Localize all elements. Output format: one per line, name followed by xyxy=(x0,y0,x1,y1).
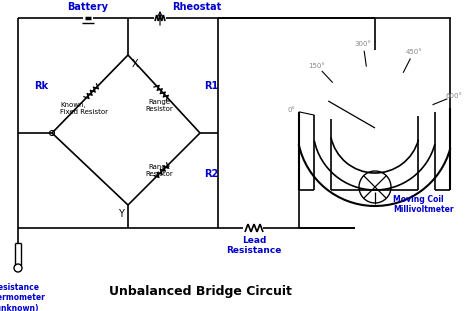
Text: Range
Resistor: Range Resistor xyxy=(145,99,173,112)
Text: Resistance
Thermometer
(unknown): Resistance Thermometer (unknown) xyxy=(0,283,46,311)
Text: 600°: 600° xyxy=(445,93,462,99)
Text: R1: R1 xyxy=(204,81,218,91)
Text: Unbalanced Bridge Circuit: Unbalanced Bridge Circuit xyxy=(109,285,292,298)
Text: Y: Y xyxy=(118,209,124,219)
Text: Battery: Battery xyxy=(67,2,109,12)
Text: Moving Coil
Millivoltmeter: Moving Coil Millivoltmeter xyxy=(393,195,454,214)
Text: X: X xyxy=(132,59,138,69)
Text: 0°: 0° xyxy=(288,107,296,113)
Text: 150°: 150° xyxy=(309,63,326,69)
Text: Lead
Resistance: Lead Resistance xyxy=(226,236,282,255)
Text: Rheostat: Rheostat xyxy=(172,2,221,12)
Text: Rk: Rk xyxy=(34,81,48,91)
Text: Range
Resistor: Range Resistor xyxy=(145,164,173,177)
Text: R2: R2 xyxy=(204,169,218,179)
Text: 300°: 300° xyxy=(355,41,372,47)
Text: Known,
Fixed Resistor: Known, Fixed Resistor xyxy=(60,102,108,115)
Text: 450°: 450° xyxy=(405,49,422,55)
